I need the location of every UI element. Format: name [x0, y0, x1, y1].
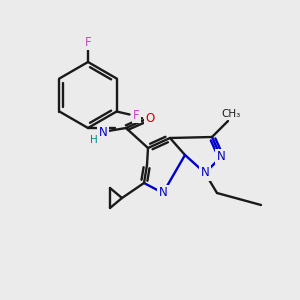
Text: O: O: [146, 112, 154, 125]
Text: CH₃: CH₃: [221, 109, 241, 119]
Text: N: N: [217, 151, 225, 164]
Text: N: N: [159, 187, 167, 200]
Text: F: F: [85, 35, 91, 49]
Text: H: H: [90, 135, 98, 145]
Text: N: N: [201, 167, 209, 179]
Text: N: N: [99, 127, 107, 140]
Text: F: F: [133, 109, 140, 122]
